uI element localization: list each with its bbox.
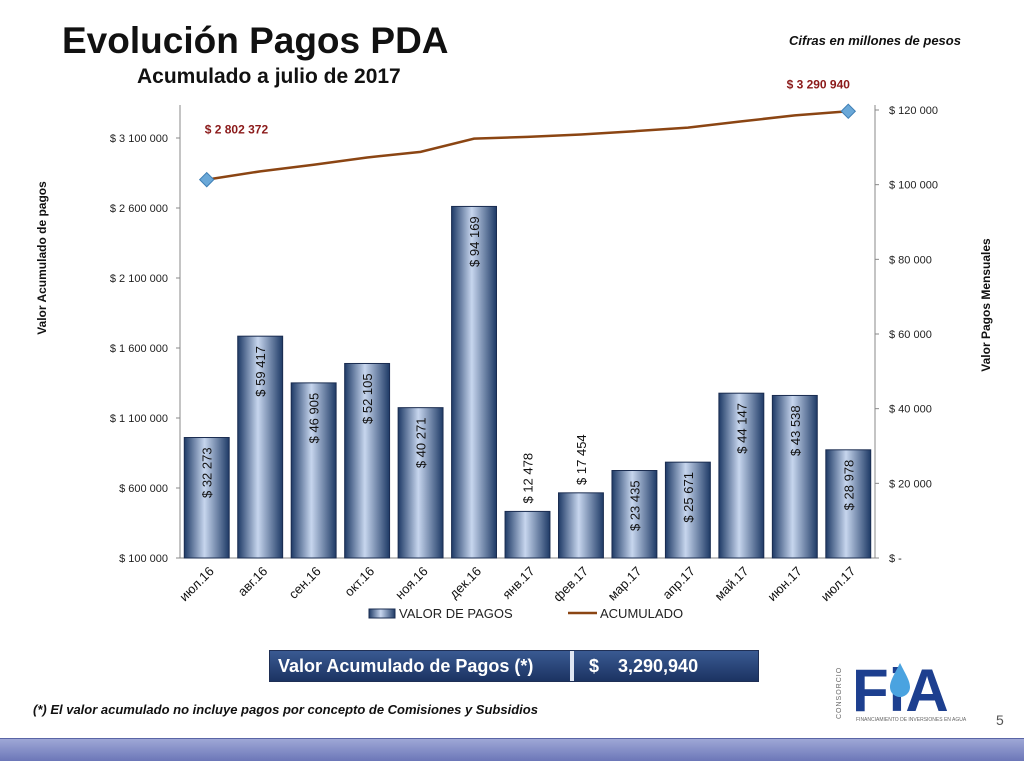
x-tick-label: фев.17 (550, 564, 591, 605)
bar (183, 437, 230, 559)
bar-value-label: $ 59 417 (253, 346, 268, 397)
x-tick-label: мар.17 (605, 564, 645, 604)
summary-box: Valor Acumulado de Pagos (*) $ 3,290,940 (269, 650, 759, 682)
right-axis-tick-label: $ - (889, 553, 902, 565)
bar-value-label: $ 46 905 (307, 393, 322, 444)
bar (504, 510, 551, 559)
line-marker (840, 103, 857, 120)
bar (397, 407, 444, 559)
bar-value-label: $ 12 478 (521, 453, 536, 504)
bar-value-label: $ 52 105 (360, 373, 375, 424)
left-axis-tick-label: $ 1 100 000 (110, 413, 168, 425)
page-number: 5 (996, 712, 1004, 728)
bar (290, 382, 337, 559)
units-note: Cifras en millones de pesos (789, 33, 961, 48)
x-tick-label: ноя.16 (392, 564, 431, 603)
slide-title: Evolución Pagos PDA (62, 20, 449, 61)
footnote: (*) El valor acumulado no incluye pagos … (33, 702, 538, 717)
logo-side-text: CONSORCIO (836, 666, 843, 719)
fia-logo: CONSORCIO FiA FINANCIAMIENTO DE INVERSIO… (836, 655, 966, 725)
right-axis-tick-label: $ 100 000 (889, 180, 938, 192)
summary-value: 3,290,940 (614, 651, 758, 681)
bar-value-label: $ 94 169 (467, 216, 482, 267)
legend-bar-label: VALOR DE PAGOS (399, 606, 513, 621)
bar-value-label: $ 28 978 (841, 460, 856, 511)
bar-value-label: $ 43 538 (788, 405, 803, 456)
right-axis-tick-label: $ 60 000 (889, 329, 932, 341)
right-axis-tick-label: $ 80 000 (889, 254, 932, 266)
x-tick-label: янв.17 (499, 564, 537, 602)
left-axis-title: Valor Acumulado de pagos (35, 181, 49, 335)
bar (451, 205, 497, 559)
legend-line-label: ACUMULADO (600, 606, 683, 621)
bar-value-label: $ 25 671 (681, 472, 696, 523)
bar-value-label: $ 32 273 (200, 447, 215, 498)
acumulado-line (206, 110, 849, 181)
bar (664, 461, 711, 559)
footer-bar (0, 738, 1024, 761)
bar (825, 449, 872, 559)
water-drop-icon (890, 663, 910, 697)
right-axis-tick-label: $ 20 000 (889, 478, 932, 490)
bar (718, 392, 765, 559)
bar (344, 362, 391, 559)
x-tick-label: дек.16 (446, 564, 484, 602)
x-tick-label: июн.17 (764, 564, 804, 604)
left-axis-tick-label: $ 100 000 (119, 553, 168, 565)
x-tick-label: июл.17 (818, 564, 859, 605)
logo-caption: FINANCIAMIENTO DE INVERSIONES EN AGUA (856, 717, 967, 723)
line-annotation-label: $ 2 802 372 (205, 123, 269, 137)
left-axis-tick-label: $ 1 600 000 (110, 343, 168, 355)
x-tick-label: авг.16 (235, 564, 271, 600)
right-axis-title: Valor Pagos Mensuales (979, 238, 993, 372)
left-axis-tick-label: $ 600 000 (119, 483, 168, 495)
right-axis-tick-label: $ 120 000 (889, 105, 938, 117)
x-tick-label: июл.16 (176, 564, 217, 605)
x-tick-label: сен.16 (286, 564, 324, 602)
left-axis-tick-label: $ 2 600 000 (110, 203, 168, 215)
line-marker (198, 171, 215, 188)
left-axis-tick-label: $ 2 100 000 (110, 273, 168, 285)
bar (237, 335, 284, 559)
summary-currency: $ (574, 651, 614, 681)
bar (611, 470, 658, 559)
bar-value-label: $ 40 271 (414, 418, 429, 469)
bar (771, 394, 818, 559)
payments-chart: $ 100 000 $ 600 000 $ 1 100 000 $ 1 600 000… (35, 77, 993, 621)
x-tick-label: май.17 (712, 564, 752, 604)
left-axis-tick-label: $ 3 100 000 (110, 133, 168, 145)
legend-bar-swatch (368, 608, 396, 619)
bar-value-label: $ 17 454 (574, 434, 589, 485)
fia-logo-mark: FiA (852, 657, 949, 717)
bar-value-label: $ 44 147 (734, 403, 749, 454)
slide-subtitle: Acumulado a julio de 2017 (137, 65, 401, 88)
bar (558, 492, 604, 559)
line-annotation-label: $ 3 290 940 (787, 77, 851, 91)
summary-label: Valor Acumulado de Pagos (*) (270, 651, 574, 681)
right-axis-tick-label: $ 40 000 (889, 404, 932, 416)
x-tick-label: апр.17 (659, 564, 698, 603)
bar-value-label: $ 23 435 (627, 480, 642, 531)
x-tick-label: окт.16 (341, 564, 377, 600)
